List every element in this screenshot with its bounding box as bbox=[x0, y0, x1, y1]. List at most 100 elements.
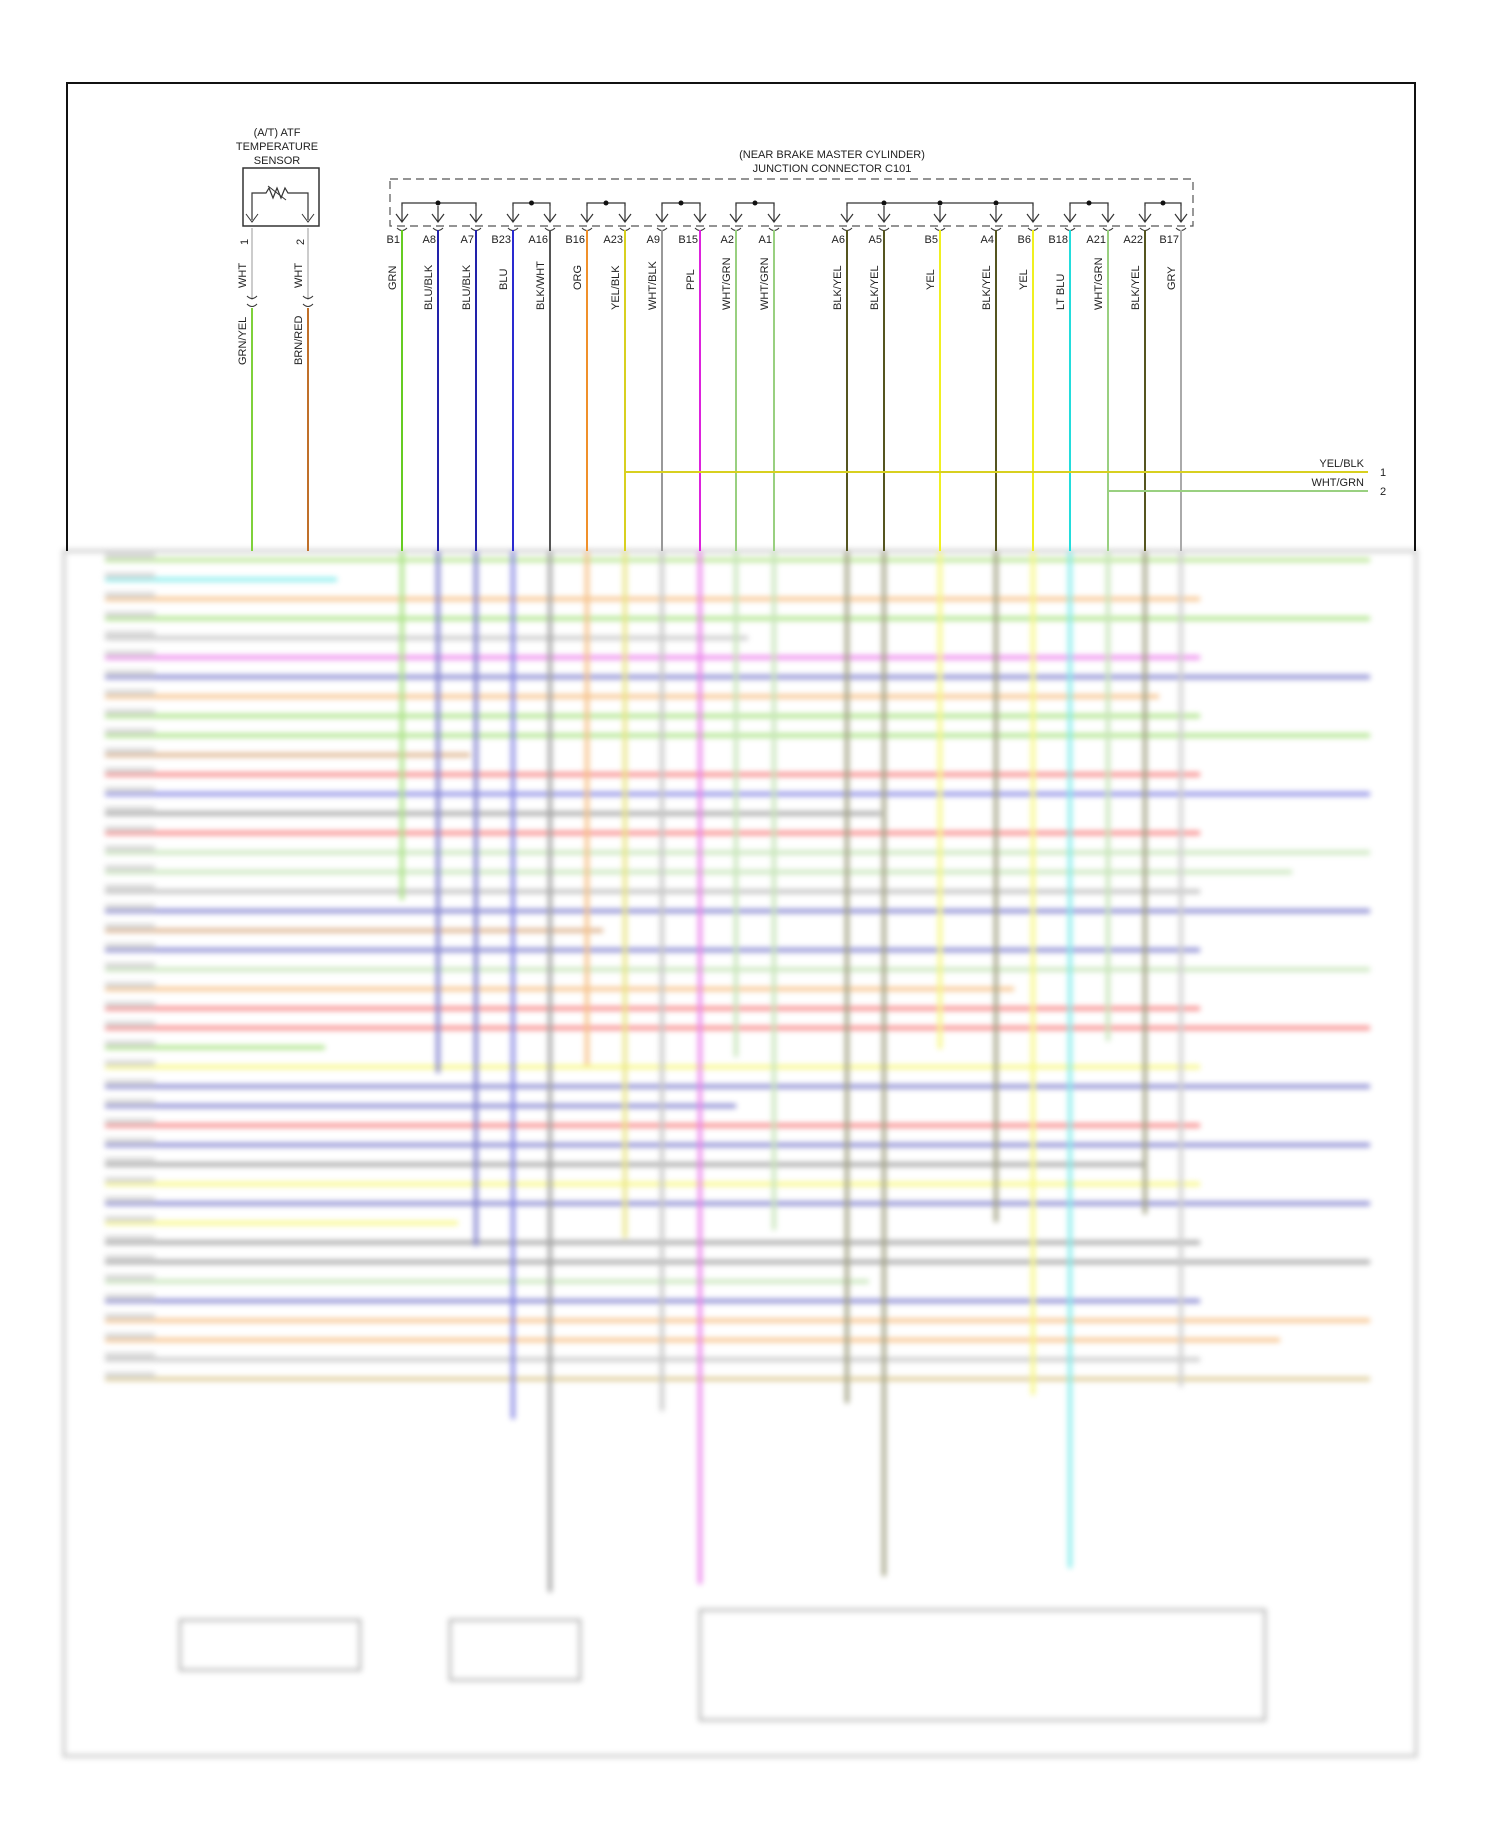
blurred-label bbox=[105, 1040, 155, 1047]
blurred-component bbox=[698, 1608, 1267, 1722]
output-pin-number: 2 bbox=[1380, 486, 1386, 498]
blurred-label bbox=[105, 865, 155, 871]
blurred-label bbox=[105, 1255, 155, 1261]
pin-label: B5 bbox=[925, 234, 938, 246]
connector-pin-arrow bbox=[1174, 206, 1188, 223]
wire-color-label: BLU/BLK bbox=[461, 264, 473, 310]
splice-dot bbox=[1086, 200, 1092, 206]
blurred-label bbox=[105, 1294, 155, 1300]
wire-color-label: ORG bbox=[572, 265, 584, 290]
wire-color-label: BLU/BLK bbox=[423, 264, 435, 310]
wire-color-label: BLK/YEL bbox=[1130, 265, 1142, 310]
wire-color-label: YEL bbox=[1018, 269, 1030, 290]
connector-pin-arrow bbox=[877, 206, 891, 223]
pin-label: A2 bbox=[721, 234, 734, 246]
wire-color-label: GRN bbox=[387, 266, 399, 291]
blurred-label bbox=[105, 1196, 155, 1203]
sensor-pin-arrow bbox=[301, 213, 315, 223]
blurred-label bbox=[105, 1079, 155, 1086]
blurred-label bbox=[105, 572, 155, 579]
connector-pin-arrow bbox=[506, 206, 520, 223]
connector-pin-arrow bbox=[729, 206, 743, 223]
blurred-label bbox=[105, 1118, 155, 1125]
connector-pin-arrow bbox=[543, 206, 557, 223]
pin-label: B18 bbox=[1048, 234, 1068, 246]
blurred-label bbox=[105, 1138, 155, 1144]
blurred-label bbox=[105, 1021, 155, 1027]
blurred-label bbox=[105, 1099, 155, 1105]
sensor-title-line: TEMPERATURE bbox=[236, 141, 318, 153]
atf-temperature-sensor: (A/T) ATF TEMPERATURE SENSOR bbox=[236, 127, 320, 227]
connector-dashed-box bbox=[389, 178, 1194, 227]
blurred-label bbox=[105, 650, 155, 657]
frame-border bbox=[66, 82, 1416, 551]
blurred-label bbox=[105, 1235, 155, 1242]
sensor-title-line: SENSOR bbox=[254, 155, 301, 167]
pin-label: B23 bbox=[491, 234, 511, 246]
blurred-label bbox=[105, 1372, 155, 1378]
blurred-label bbox=[105, 923, 155, 930]
wire-color-label: BLK/WHT bbox=[535, 261, 547, 310]
blurred-label bbox=[105, 787, 155, 793]
wire-color-label: BLK/YEL bbox=[869, 265, 881, 310]
wire-color-label: WHT/GRN bbox=[759, 257, 771, 310]
wire-color-label: GRN/YEL bbox=[237, 317, 249, 365]
connector-pin-arrow bbox=[933, 206, 947, 223]
wire-color-label: BLK/YEL bbox=[832, 265, 844, 310]
blurred-label bbox=[105, 1333, 155, 1339]
pin-label: A8 bbox=[423, 234, 436, 246]
wire-color-label: BLU bbox=[498, 269, 510, 290]
wire-color-label: WHT/GRN bbox=[721, 257, 733, 310]
blurred-label bbox=[105, 806, 155, 813]
connector-pin-arrow bbox=[395, 206, 409, 223]
inline-connector-icon bbox=[246, 295, 258, 307]
blurred-component bbox=[178, 1618, 362, 1672]
output-wire-label: WHT/GRN bbox=[1311, 477, 1364, 489]
connector-pin-arrow bbox=[655, 206, 669, 223]
sensor-title-line: (A/T) ATF bbox=[254, 127, 301, 139]
splice-dot bbox=[678, 200, 684, 206]
blurred-label bbox=[105, 748, 155, 754]
pin-label: B6 bbox=[1018, 234, 1031, 246]
blurred-label bbox=[105, 767, 155, 774]
wire-color-label: WHT/GRN bbox=[1093, 257, 1105, 310]
blurred-label bbox=[105, 689, 155, 696]
blurred-label bbox=[105, 1157, 155, 1164]
wire-color-label: WHT bbox=[237, 263, 249, 288]
thermistor-icon bbox=[251, 186, 309, 220]
pin-label: A5 bbox=[869, 234, 882, 246]
thermistor-arrow bbox=[267, 185, 287, 201]
diagram-top: (A/T) ATF TEMPERATURE SENSOR (NEAR BRAKE… bbox=[66, 82, 1416, 551]
connector-pin-arrow bbox=[1063, 206, 1077, 223]
blurred-label bbox=[105, 943, 155, 949]
pin-label: B1 bbox=[387, 234, 400, 246]
pin-label: B15 bbox=[678, 234, 698, 246]
blurred-label bbox=[105, 845, 155, 852]
splice-dot bbox=[937, 200, 943, 206]
wire-color-label: LT BLU bbox=[1055, 274, 1067, 310]
blurred-label bbox=[105, 962, 155, 969]
connector-pin-arrow bbox=[693, 206, 707, 223]
blurred-label bbox=[105, 982, 155, 988]
output-wire-label: YEL/BLK bbox=[1319, 458, 1364, 470]
wire-color-label: PPL bbox=[685, 269, 697, 290]
sensor-pin-number: 1 bbox=[239, 239, 251, 245]
blurred-label bbox=[105, 1274, 155, 1281]
pin-label: B16 bbox=[565, 234, 585, 246]
blurred-label bbox=[105, 553, 155, 559]
pin-label: A7 bbox=[461, 234, 474, 246]
connector-pin-arrow bbox=[469, 206, 483, 223]
connector-pin-arrow bbox=[840, 206, 854, 223]
blurred-label bbox=[105, 631, 155, 637]
sensor-pin-arrow bbox=[245, 213, 259, 223]
pin-label: B17 bbox=[1159, 234, 1179, 246]
wire-color-label: BLK/YEL bbox=[981, 265, 993, 310]
splice-dot bbox=[993, 200, 999, 206]
blurred-label bbox=[105, 1001, 155, 1008]
pin-label: A22 bbox=[1123, 234, 1143, 246]
blurred-label bbox=[105, 1177, 155, 1183]
inline-connector-icon bbox=[302, 295, 314, 307]
blurred-label bbox=[105, 826, 155, 832]
wire-color-label: YEL bbox=[925, 269, 937, 290]
